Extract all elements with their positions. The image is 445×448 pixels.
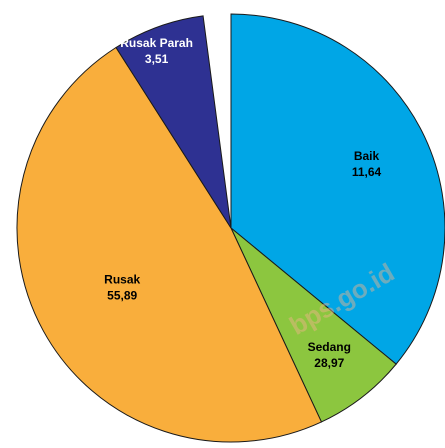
slice-value-rusak-parah: 3,51 <box>145 52 169 66</box>
slice-value-sedang: 28,97 <box>314 356 344 370</box>
slice-label-sedang: Sedang <box>308 340 351 354</box>
slice-rusak-parah <box>115 15 232 229</box>
slice-label-baik: Baik <box>354 149 380 163</box>
slice-label-rusak-parah: Rusak Parah <box>120 36 193 50</box>
slice-rusak <box>16 46 323 443</box>
slice-label-rusak: Rusak <box>104 273 140 287</box>
slice-value-baik: 11,64 <box>352 165 382 179</box>
slice-labels: Baik 11,64 Sedang 28,97 Rusak 55,89 Rusak Para… <box>104 36 381 370</box>
pie-slices <box>16 13 445 443</box>
slice-baik <box>230 13 445 365</box>
slice-value-rusak: 55,89 <box>107 289 137 303</box>
